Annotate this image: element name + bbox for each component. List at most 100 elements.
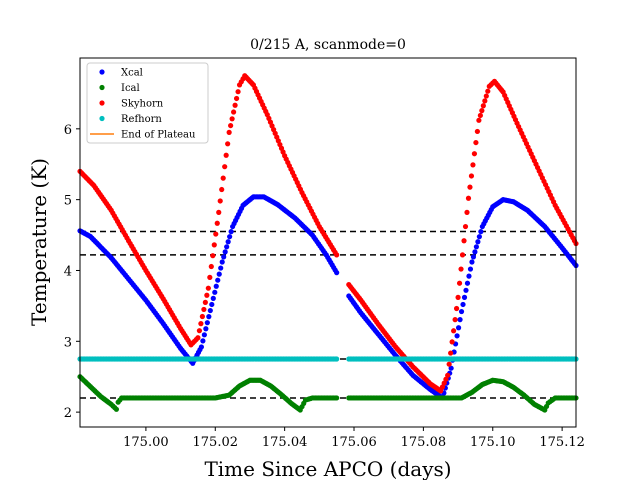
series-skyhorn [77,73,579,394]
skyhorn-point [451,328,457,334]
skyhorn-point [233,95,240,102]
axes: 175.00 175.02 175.04 175.06 175.08 175.10 175.… [64,123,585,450]
xcal-point [224,244,230,250]
skyhorn-point [441,380,447,386]
xcal-point [219,259,225,265]
xcal-point [472,249,478,255]
skyhorn-point [220,175,226,181]
xcal-point [207,307,213,314]
skyhorn-point [464,209,470,215]
xcal-point [206,314,212,320]
skyhorn-point [477,112,483,119]
xcal-point [475,239,481,245]
xcal-point [476,234,482,240]
x-tick-label: 175.06 [331,435,377,450]
x-tick-label: 175.00 [123,435,169,450]
skyhorn-point [452,317,458,323]
xcal-point [460,301,466,308]
refhorn-point [334,356,340,362]
y-tick-label: 4 [64,264,72,279]
skyhorn-point [476,117,482,123]
skyhorn-point [222,164,228,170]
xcal-point [463,287,469,293]
skyhorn-point [219,186,225,193]
skyhorn-point [438,388,444,394]
series-xcal [77,194,579,401]
xcal-point [227,234,233,240]
skyhorn-point [207,274,213,280]
skyhorn-point [473,139,479,146]
series-layer [77,73,579,413]
skyhorn-point [205,285,211,291]
skyhorn-point [462,223,469,230]
skyhorn-point [202,299,208,305]
skyhorn-point [228,122,234,129]
skyhorn-point [455,294,461,300]
skyhorn-point [217,198,223,204]
skyhorn-point [467,184,473,190]
legend-label-refhorn: Refhorn [121,114,162,125]
y-tick-label: 5 [64,194,72,209]
skyhorn-point [445,372,451,378]
skyhorn-point [449,339,455,345]
skyhorn-point [223,152,229,158]
legend-marker-xcal [99,69,105,75]
skyhorn-point [226,129,232,135]
skyhorn-point [201,306,207,313]
skyhorn-point [231,109,237,115]
legend-label-skyhorn: Skyhorn [121,99,164,110]
x-tick-label: 175.02 [193,435,239,450]
xcal-point [470,254,477,260]
skyhorn-point [235,89,241,95]
xcal-point [210,295,216,301]
plot-frame [79,57,577,428]
xcal-point [198,344,204,350]
x-tick-label: 175.10 [470,435,516,450]
skyhorn-point [232,102,238,108]
xcal-point [216,271,222,277]
skyhorn-point [334,252,340,258]
chart-title: 0/215 A, scanmode=0 [250,37,406,53]
xcal-point [458,308,465,315]
skyhorn-point [195,335,201,341]
skyhorn-point [216,209,222,215]
xcal-point [467,266,474,272]
skyhorn-point [229,116,235,122]
x-tick-label: 175.04 [262,435,308,450]
legend-label-ical: Ical [121,83,140,94]
skyhorn-point [210,253,216,259]
xcal-point [466,273,472,279]
skyhorn-point [456,280,463,286]
x-tick-label: 175.08 [401,435,447,450]
legend-marker-skyhorn [99,100,105,106]
skyhorn-point [439,384,446,390]
skyhorn-point [213,231,219,237]
xcal-point [212,289,218,295]
skyhorn-point [199,313,205,320]
skyhorn-point [471,151,478,157]
skyhorn-point [453,305,460,312]
xcal-point [461,294,468,300]
x-axis-label: Time Since APCO (days) [204,457,451,480]
skyhorn-point [446,361,452,367]
y-tick-label: 6 [64,123,72,138]
ical-point [334,395,340,401]
xcal-point [203,326,209,332]
ical-point [113,406,120,412]
legend-marker-refhorn [99,115,105,122]
skyhorn-point [483,93,489,99]
skyhorn-point [482,98,488,104]
legend-label-end-of-plateau: End of Plateau [121,130,196,141]
skyhorn-point [214,220,220,226]
skyhorn-point [196,328,203,334]
xcal-point [454,333,460,339]
xcal-point [225,239,231,245]
skyhorn-point [208,263,214,270]
skyhorn-point [225,141,231,147]
xcal-point [221,254,227,260]
series-ical [77,374,579,413]
series-refhorn [77,356,579,362]
legend-marker-ical [99,84,105,91]
skyhorn-point [198,321,204,327]
